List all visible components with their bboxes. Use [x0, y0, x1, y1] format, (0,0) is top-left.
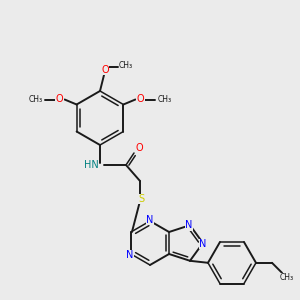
- Text: N: N: [199, 239, 207, 249]
- Text: O: O: [101, 65, 109, 75]
- Text: O: O: [135, 143, 143, 153]
- Text: CH₃: CH₃: [119, 61, 133, 70]
- Text: S: S: [138, 194, 144, 204]
- Text: N: N: [126, 250, 134, 260]
- Text: N: N: [185, 220, 193, 230]
- Text: N: N: [146, 215, 154, 225]
- Text: O: O: [56, 94, 63, 103]
- Text: HN: HN: [84, 160, 98, 170]
- Text: CH₃: CH₃: [28, 95, 43, 104]
- Text: CH₃: CH₃: [280, 273, 294, 282]
- Text: CH₃: CH₃: [157, 95, 171, 104]
- Text: O: O: [136, 94, 144, 103]
